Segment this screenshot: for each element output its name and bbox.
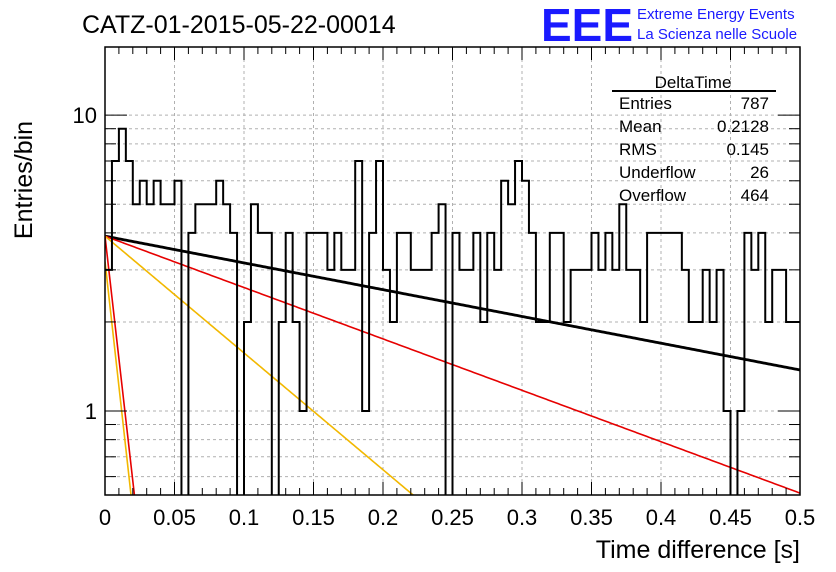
eee-logo-mark: EEE bbox=[541, 0, 633, 51]
histogram-series bbox=[105, 127, 800, 495]
chart-title: CATZ-01-2015-05-22-00014 bbox=[82, 11, 396, 39]
fit-curve-3 bbox=[105, 235, 415, 495]
stats-value: 787 bbox=[741, 94, 769, 113]
x-tick-label: 0.2 bbox=[368, 505, 399, 530]
x-axis-label: Time difference [s] bbox=[596, 536, 800, 564]
stats-value: 0.145 bbox=[726, 140, 769, 159]
stats-rows: Entries 787 Mean 0.2128 RMS 0.145 Underflow 26 O… bbox=[619, 94, 769, 205]
stats-label: Entries bbox=[619, 94, 672, 113]
stats-value: 464 bbox=[741, 186, 769, 205]
y-tick-label: 10 bbox=[73, 103, 97, 128]
eee-logo-line1: Extreme Energy Events bbox=[637, 6, 795, 23]
x-tick-label: 0.25 bbox=[431, 505, 474, 530]
eee-logo-line2: La Scienza nelle Scuole bbox=[637, 26, 797, 43]
histogram-line bbox=[105, 127, 800, 495]
x-tick-label: 0.3 bbox=[507, 505, 538, 530]
fit-curve-4 bbox=[105, 261, 132, 495]
x-tick-label: 0.05 bbox=[153, 505, 196, 530]
x-tick-labels: 0 0.05 0.1 0.15 0.2 0.25 0.3 0.35 0.4 0.45 0.5 bbox=[99, 505, 815, 530]
stats-value: 0.2128 bbox=[717, 117, 769, 136]
x-tick-label: 0.15 bbox=[292, 505, 335, 530]
x-tick-label: 0.5 bbox=[785, 505, 816, 530]
stats-box: DeltaTime Entries 787 Mean 0.2128 RMS 0.145 Un… bbox=[612, 73, 776, 205]
y-tick-labels: 1 10 bbox=[73, 103, 97, 424]
eee-logo: EEE Extreme Energy Events La Scienza nel… bbox=[541, 0, 797, 51]
y-axis-label: Entries/bin bbox=[10, 121, 38, 239]
x-tick-label: 0.4 bbox=[646, 505, 677, 530]
stats-label: Mean bbox=[619, 117, 662, 136]
stats-value: 26 bbox=[750, 163, 769, 182]
x-tick-label: 0.35 bbox=[570, 505, 613, 530]
grid-lines bbox=[105, 47, 800, 495]
y-tick-label: 1 bbox=[85, 399, 97, 424]
stats-header: DeltaTime bbox=[655, 73, 732, 92]
stats-label: RMS bbox=[619, 140, 657, 159]
x-tick-label: 0.45 bbox=[709, 505, 752, 530]
x-tick-label: 0 bbox=[99, 505, 111, 530]
stats-label: Underflow bbox=[619, 163, 696, 182]
fit-curve-5 bbox=[105, 236, 136, 495]
x-tick-label: 0.1 bbox=[229, 505, 260, 530]
plot-frame bbox=[104, 46, 801, 496]
stats-label: Overflow bbox=[619, 186, 687, 205]
